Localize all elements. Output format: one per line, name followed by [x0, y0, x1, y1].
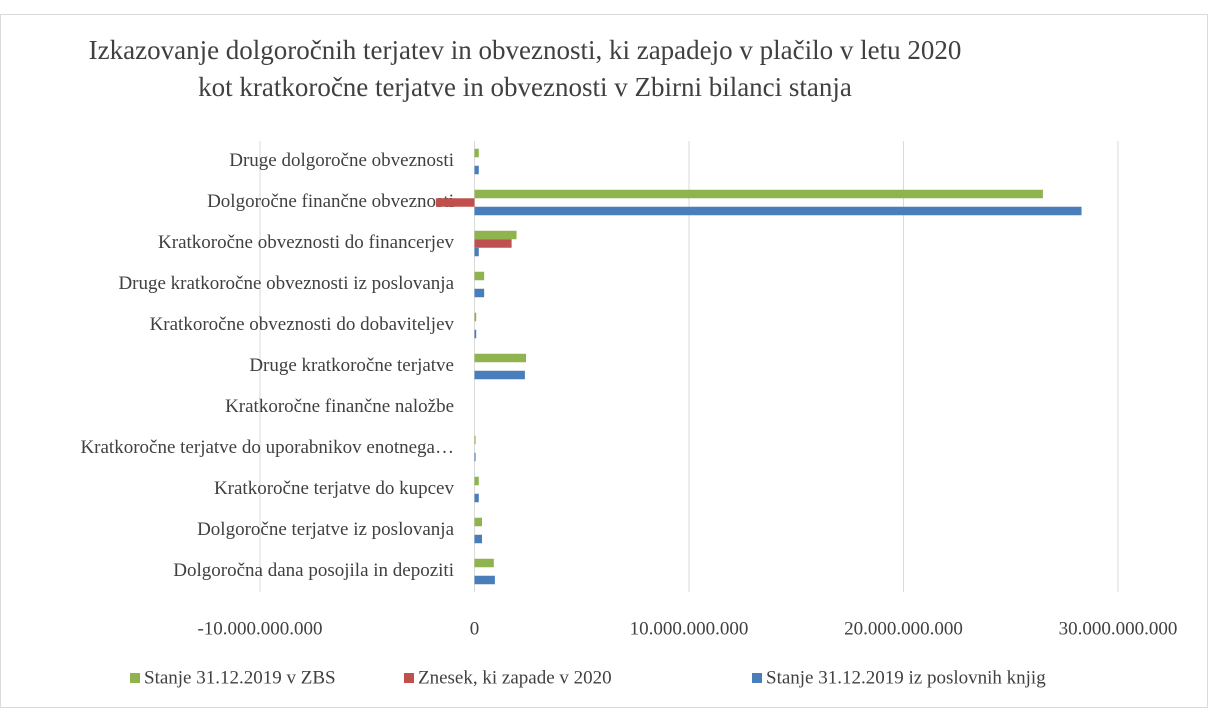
- bar: [474, 148, 479, 158]
- legend-swatch: [752, 673, 762, 683]
- y-tick-label: Druge kratkoročne terjatve: [249, 355, 454, 376]
- y-tick-label: Dolgoročne finančne obveznosti: [207, 191, 454, 212]
- bar: [474, 534, 483, 544]
- x-tick-label: -10.000.000.000: [197, 618, 322, 639]
- bar: [474, 517, 483, 527]
- bar: [474, 370, 525, 380]
- bar: [474, 312, 477, 322]
- bar: [474, 329, 477, 339]
- bar: [474, 247, 479, 257]
- bar: [474, 165, 479, 175]
- legend-label: Stanje 31.12.2019 v ZBS: [144, 667, 336, 688]
- y-tick-label: Kratkoročne terjatve do kupcev: [214, 478, 455, 499]
- bar: [474, 476, 479, 486]
- bar: [474, 206, 1082, 216]
- legend-label: Stanje 31.12.2019 iz poslovnih knjig: [766, 667, 1046, 688]
- y-tick-label: Druge dolgoročne obveznosti: [229, 150, 454, 171]
- y-tick-label: Dolgoročne terjatve iz poslovanja: [197, 519, 455, 540]
- y-tick-label: Kratkoročne obveznosti do financerjev: [158, 232, 454, 253]
- x-tick-label: 10.000.000.000: [630, 618, 749, 639]
- legend-label: Znesek, ki zapade v 2020: [418, 667, 612, 688]
- bar: [474, 493, 479, 503]
- y-tick-label: Kratkoročne terjatve do uporabnikov enot…: [80, 437, 454, 458]
- chart-title: Izkazovanje dolgoročnih terjatev in obve…: [89, 35, 962, 65]
- x-tick-label: 0: [470, 618, 480, 639]
- y-tick-label: Kratkoročne obveznosti do dobaviteljev: [150, 314, 455, 335]
- legend-swatch: [130, 673, 140, 683]
- chart-border: [0, 14, 1208, 708]
- bar: [474, 288, 485, 298]
- x-tick-label: 20.000.000.000: [844, 618, 963, 639]
- bar: [474, 230, 517, 240]
- bar: [474, 353, 526, 363]
- y-tick-label: Druge kratkoročne obveznosti iz poslovan…: [118, 273, 454, 294]
- bar: [435, 198, 475, 207]
- bar: [474, 558, 494, 568]
- bar: [474, 271, 485, 281]
- chart-title: kot kratkoročne terjatve in obveznosti v…: [198, 72, 852, 102]
- y-tick-label: Dolgoročna dana posojila in depoziti: [173, 560, 454, 581]
- y-tick-label: Kratkoročne finančne naložbe: [225, 396, 454, 417]
- bar: [474, 452, 476, 462]
- bar: [474, 435, 476, 445]
- bar: [474, 189, 1043, 199]
- x-tick-label: 30.000.000.000: [1059, 618, 1178, 639]
- bar: [474, 239, 512, 248]
- bar: [474, 575, 495, 585]
- legend-swatch: [404, 673, 414, 683]
